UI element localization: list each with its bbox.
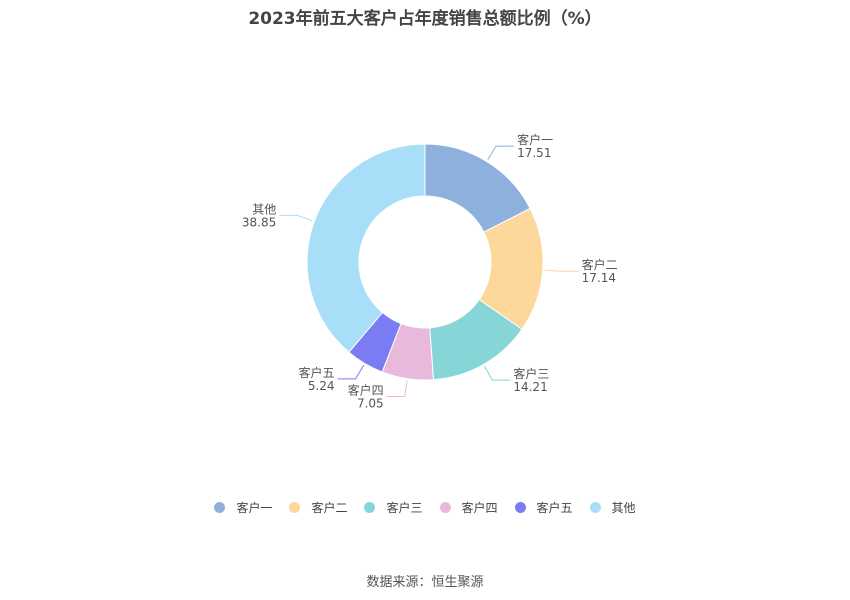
data-source: 数据来源：恒生聚源 [366,575,484,590]
leader-line-6 [279,214,313,222]
slice-label-1: 客户一 [517,132,553,147]
leader-line-4 [386,380,408,397]
leader-line-3 [483,366,511,381]
legend-marker [364,502,376,513]
slice-label-5: 客户五 [299,365,335,380]
legend-item-6[interactable]: 其他 [589,499,636,516]
leader-line-2 [544,269,579,272]
legend-label: 客户五 [536,501,573,515]
legend-marker [439,502,451,513]
slice-value-5: 5.24 [308,379,335,393]
legend-label: 其他 [611,501,636,515]
legend-item-3[interactable]: 客户三 [364,499,423,516]
legend-item-2[interactable]: 客户二 [289,499,347,516]
slice-label-3: 客户三 [513,366,549,381]
slice-label-4: 客户四 [348,382,384,397]
legend-marker [589,502,601,513]
legend-marker [289,502,301,513]
legend-item-4[interactable]: 客户四 [439,499,498,516]
legend-label: 客户一 [236,501,273,515]
leader-line-5 [337,364,365,380]
slice-value-1: 17.51 [517,146,551,160]
slice-label-6: 其他 [252,202,276,216]
chart-legend: 客户一 客户二 客户三 客户四 客户五 其他 [0,499,850,516]
legend-label: 客户二 [311,501,348,515]
slice-value-6: 38.85 [242,215,276,229]
legend-marker [214,502,226,513]
chart-title: 2023年前五大客户占年度销售总额比例（%） [248,9,602,29]
legend-marker [514,502,526,513]
slice-label-2: 客户二 [582,257,618,272]
legend-label: 客户三 [386,501,423,515]
slice-value-3: 14.21 [513,380,547,394]
slice-value-2: 17.14 [582,271,616,285]
leader-line-1 [487,145,515,160]
slice-value-4: 7.05 [357,396,384,410]
slice-6[interactable] [306,143,426,353]
legend-item-1[interactable]: 客户一 [214,499,272,516]
legend-item-5[interactable]: 客户五 [514,499,573,516]
legend-label: 客户四 [461,501,498,515]
